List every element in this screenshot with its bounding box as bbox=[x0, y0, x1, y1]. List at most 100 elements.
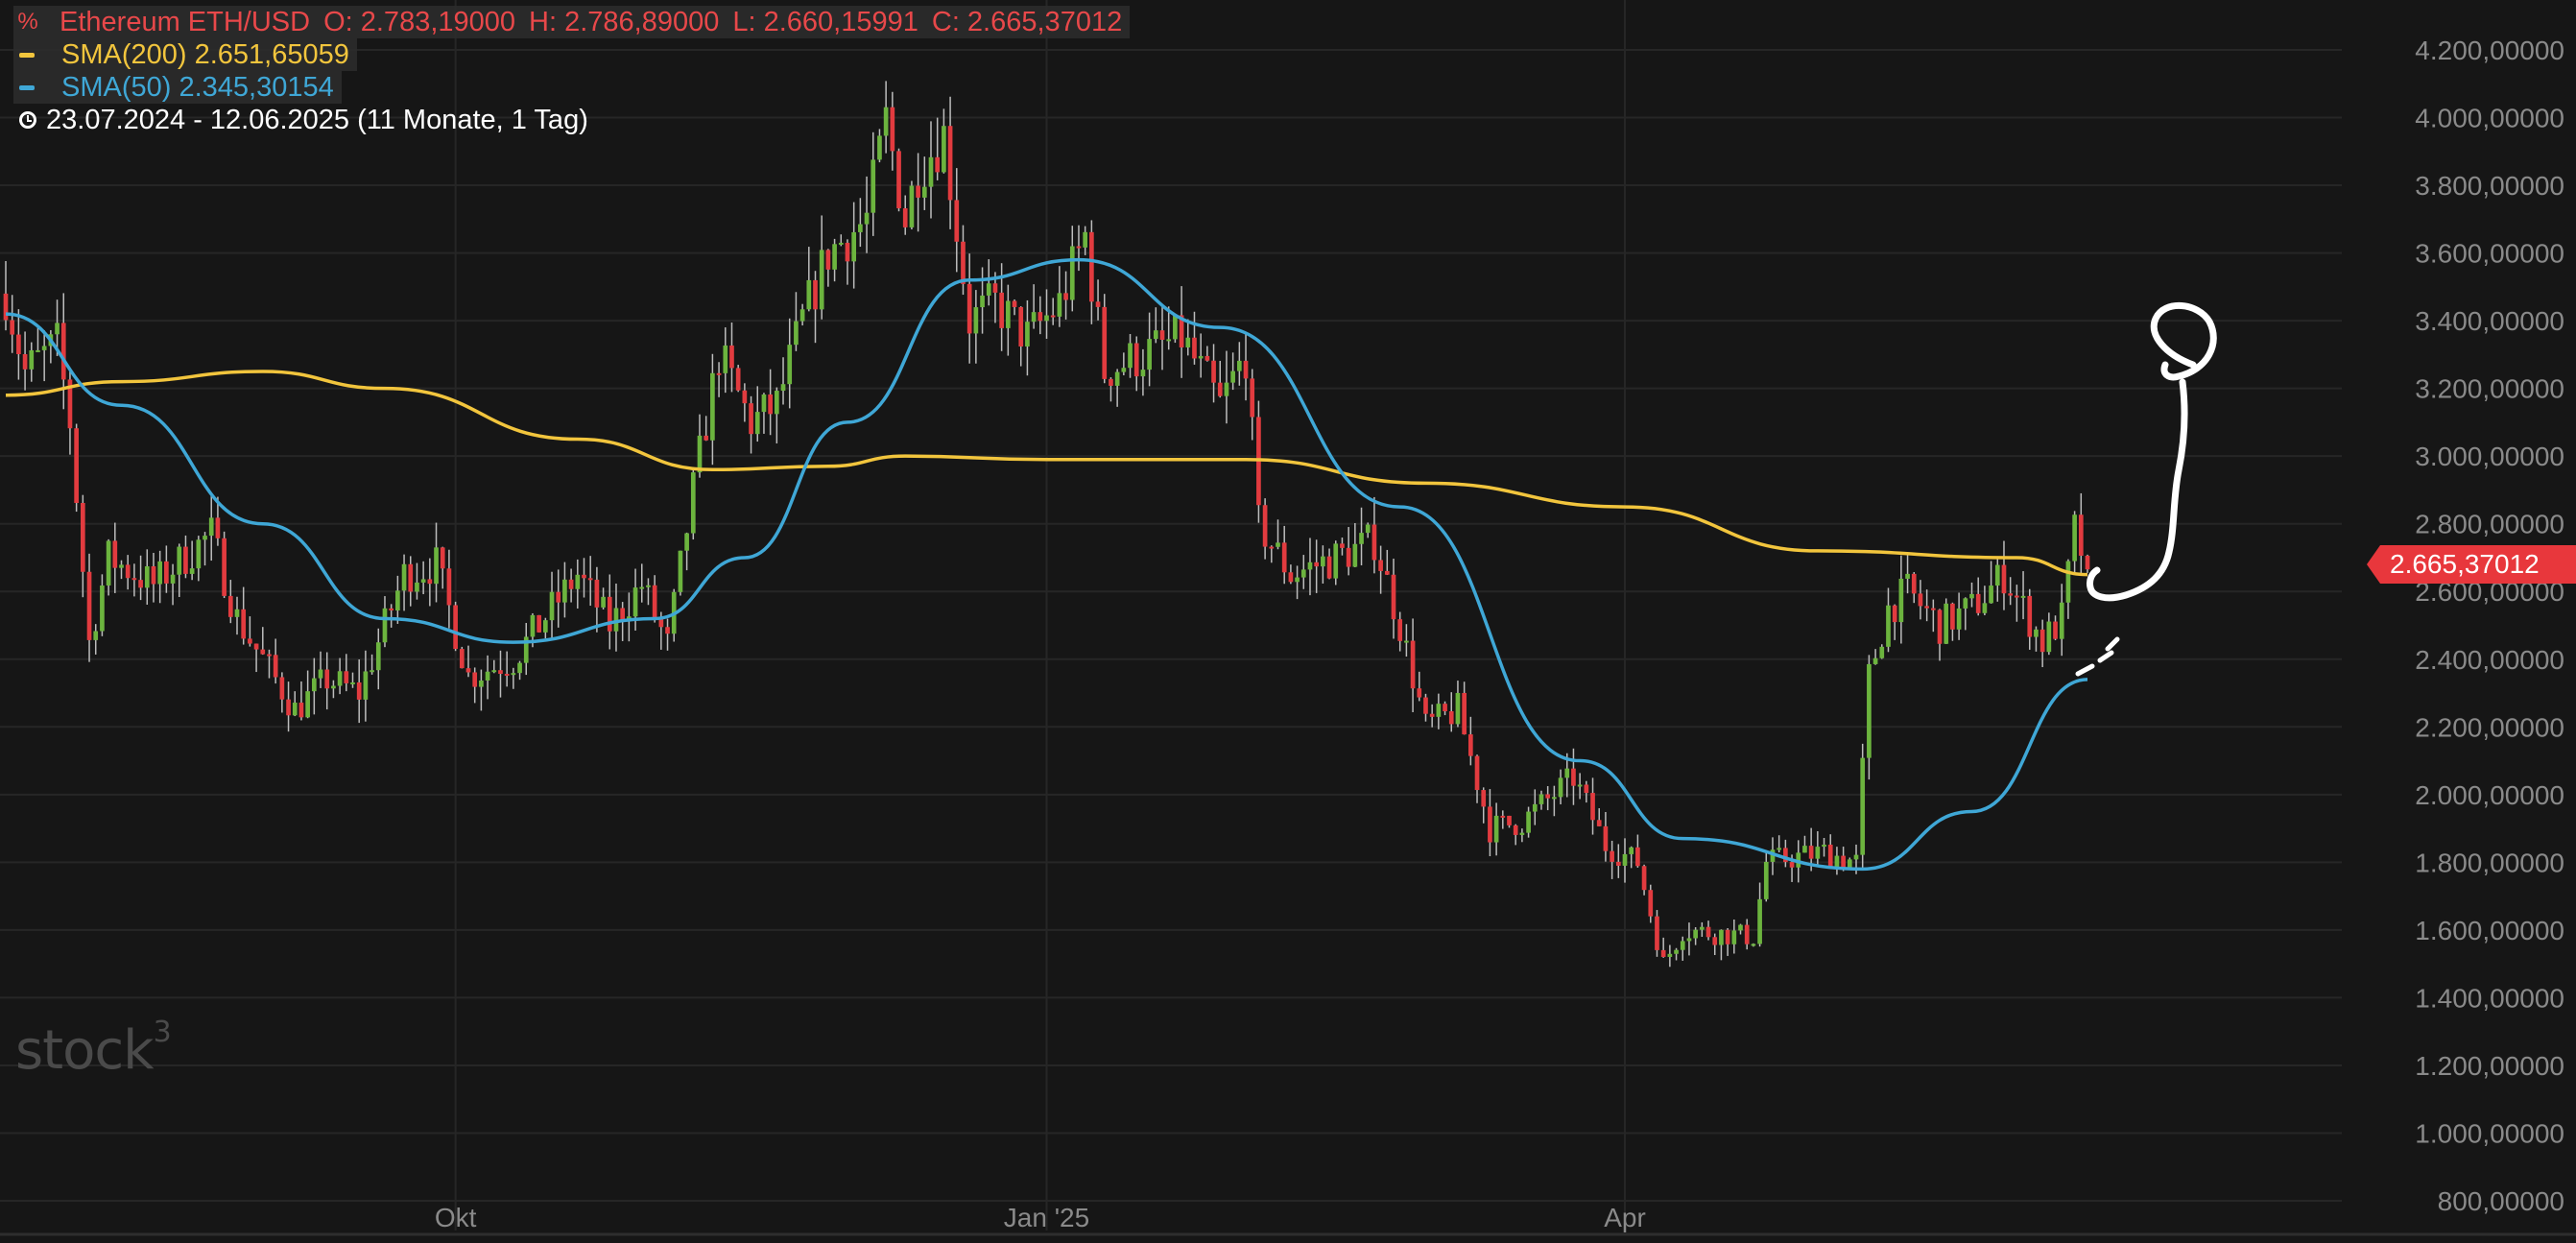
candle-body bbox=[1198, 355, 1204, 359]
candle-body bbox=[1635, 847, 1640, 867]
candle-body bbox=[877, 135, 882, 160]
candle-body bbox=[311, 678, 317, 692]
y-tick-label: 4.200,00000 bbox=[2415, 36, 2564, 65]
candle-body bbox=[690, 472, 696, 534]
candle-body bbox=[1300, 569, 1306, 578]
candle-body bbox=[1269, 546, 1275, 549]
candle-body bbox=[459, 649, 465, 669]
candle-body bbox=[491, 670, 497, 673]
instrument-name: Ethereum ETH/USD bbox=[60, 7, 311, 37]
candle-body bbox=[125, 564, 131, 579]
candle-body bbox=[1532, 803, 1538, 812]
candle-body bbox=[29, 349, 35, 370]
candle-body bbox=[1770, 849, 1776, 862]
candle-body bbox=[498, 670, 503, 675]
y-tick-label: 1.800,00000 bbox=[2415, 848, 2564, 877]
candle-body bbox=[754, 412, 760, 435]
candle-body bbox=[1641, 866, 1647, 891]
candle-body bbox=[1603, 825, 1609, 851]
candle-body bbox=[1205, 355, 1210, 361]
candle-body bbox=[1192, 337, 1197, 359]
candle-body bbox=[723, 345, 728, 373]
candle-body bbox=[1822, 844, 1826, 848]
candle-body bbox=[562, 579, 567, 603]
candle-body bbox=[1230, 371, 1235, 383]
candle-body bbox=[1744, 924, 1750, 944]
y-axis: 4.200,00000 4.000,00000 3.800,00000 3.600,0… bbox=[2415, 36, 2564, 1216]
candle-body bbox=[710, 372, 715, 441]
candle-body bbox=[248, 638, 252, 644]
candle-body bbox=[157, 561, 163, 585]
candle-body bbox=[363, 671, 369, 700]
candle-body bbox=[1596, 820, 1602, 826]
candle-body bbox=[434, 547, 439, 585]
candle-body bbox=[3, 293, 9, 321]
y-tick-label: 1.200,00000 bbox=[2415, 1051, 2564, 1081]
candle-body bbox=[1712, 937, 1718, 945]
candle-body bbox=[67, 379, 73, 429]
candle-body bbox=[472, 672, 478, 687]
candle-body bbox=[273, 655, 278, 678]
candle-body bbox=[453, 605, 458, 650]
candle-body bbox=[825, 250, 831, 270]
candle-body bbox=[1590, 793, 1595, 821]
candle-body bbox=[716, 372, 722, 375]
candle-body bbox=[883, 107, 889, 136]
candle-body bbox=[1050, 315, 1056, 318]
last-price-tag: 2.665,37012 bbox=[2367, 545, 2576, 584]
candle-body bbox=[408, 563, 414, 592]
x-axis: Okt Jan '25 Apr bbox=[435, 1203, 1646, 1232]
y-tick-label: 2.200,00000 bbox=[2415, 712, 2564, 742]
candle-body bbox=[1114, 371, 1120, 386]
candle-body bbox=[1352, 543, 1358, 567]
candle-body bbox=[1629, 847, 1634, 854]
candle-body bbox=[768, 394, 773, 415]
candle-body bbox=[446, 568, 452, 606]
candle-body bbox=[1128, 343, 1133, 369]
candle-body bbox=[607, 596, 612, 632]
candle-body bbox=[2078, 514, 2084, 556]
candle-body bbox=[1410, 640, 1416, 689]
candle-body bbox=[1867, 663, 1872, 758]
candle-body bbox=[1815, 847, 1821, 859]
candle-body bbox=[1777, 848, 1782, 850]
y-tick-label: 3.400,00000 bbox=[2415, 306, 2564, 336]
clock-icon bbox=[19, 111, 36, 129]
candle-body bbox=[620, 608, 626, 621]
candle-body bbox=[1307, 562, 1313, 570]
candle-body bbox=[601, 596, 606, 608]
candle-body bbox=[1493, 815, 1499, 843]
candle-body bbox=[1012, 300, 1017, 307]
sma50-swatch bbox=[19, 84, 35, 90]
candle-body bbox=[704, 435, 709, 441]
candle-body bbox=[697, 435, 703, 473]
candle-body bbox=[1326, 556, 1332, 579]
x-tick-label: Jan '25 bbox=[1004, 1203, 1089, 1232]
candle-body bbox=[10, 320, 15, 335]
open-value: O: 2.783,19000 bbox=[323, 7, 516, 37]
sma-line-sma50 bbox=[5, 257, 2088, 872]
candle-body bbox=[1841, 855, 1846, 869]
candle-body bbox=[1371, 524, 1377, 561]
candle-body bbox=[1892, 605, 1897, 623]
candle-body bbox=[1365, 524, 1371, 534]
candle-body bbox=[1500, 815, 1506, 818]
y-tick-label: 2.800,00000 bbox=[2415, 510, 2564, 539]
candle-body bbox=[1044, 315, 1049, 322]
candle-body bbox=[1918, 593, 1923, 607]
candle-body bbox=[331, 685, 336, 689]
range-row: 23.07.2024 - 12.06.2025 (11 Monate, 1 Ta… bbox=[13, 104, 1130, 136]
candle-body bbox=[632, 587, 638, 617]
candle-body bbox=[1969, 593, 1974, 599]
candle-body bbox=[356, 681, 362, 700]
candle-body bbox=[106, 540, 111, 586]
candle-body bbox=[189, 568, 195, 574]
candle-body bbox=[1956, 608, 1962, 630]
candle-body bbox=[1057, 293, 1062, 317]
candle-body bbox=[74, 428, 79, 503]
candle-body bbox=[203, 536, 207, 540]
candle-body bbox=[1397, 619, 1403, 641]
candle-body bbox=[138, 580, 143, 588]
candle-body bbox=[1834, 855, 1840, 868]
